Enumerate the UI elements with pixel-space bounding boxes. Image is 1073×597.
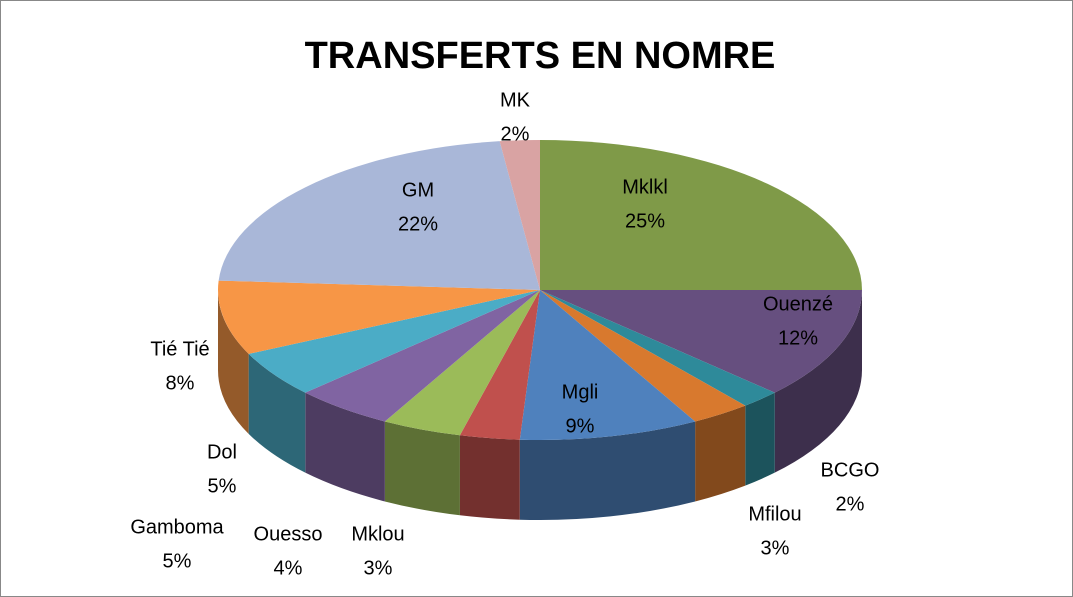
category-label: Tié Tié	[150, 338, 209, 360]
slice	[305, 290, 540, 422]
slice-side	[248, 353, 306, 473]
category-label: Gamboma	[130, 516, 224, 538]
slice	[519, 290, 696, 440]
value-label: 8%	[166, 372, 195, 394]
category-label: Mklkl	[622, 176, 668, 198]
category-label: BCGO	[821, 459, 880, 481]
slice-side	[695, 405, 746, 502]
value-label: 22%	[398, 213, 438, 235]
slice-side	[305, 392, 385, 502]
slice	[540, 140, 862, 290]
slice-side	[218, 290, 249, 434]
chart-title: TRANSFERTS EN NOMRE	[305, 35, 776, 77]
value-label: 2%	[501, 123, 530, 145]
value-label: 5%	[163, 550, 192, 572]
slice	[499, 140, 540, 290]
slice-side	[384, 421, 460, 516]
value-label: 25%	[625, 210, 665, 232]
slice-side	[519, 421, 696, 520]
category-label: Mfilou	[748, 503, 801, 525]
slice	[218, 280, 540, 354]
value-label: 4%	[274, 557, 303, 579]
slice-side	[745, 392, 775, 486]
value-label: 3%	[364, 557, 393, 579]
value-label: 9%	[566, 415, 595, 437]
category-label: Ouesso	[254, 523, 323, 545]
category-label: MK	[500, 89, 531, 111]
slice	[540, 290, 746, 422]
value-label: 2%	[836, 493, 865, 515]
slice	[218, 141, 541, 290]
slice-side	[459, 435, 520, 520]
slice	[248, 290, 540, 393]
category-label: Dol	[207, 441, 237, 463]
category-label: Mgli	[562, 381, 599, 403]
value-label: 5%	[208, 475, 237, 497]
value-label: 3%	[761, 537, 790, 559]
slice	[540, 290, 775, 406]
category-label: Ouenzé	[763, 293, 833, 315]
slice	[540, 290, 862, 393]
slice-side	[774, 290, 862, 473]
slice	[459, 290, 540, 440]
category-label: Mklou	[351, 523, 404, 545]
category-label: GM	[402, 179, 434, 201]
slice	[384, 290, 540, 436]
value-label: 12%	[778, 327, 818, 349]
